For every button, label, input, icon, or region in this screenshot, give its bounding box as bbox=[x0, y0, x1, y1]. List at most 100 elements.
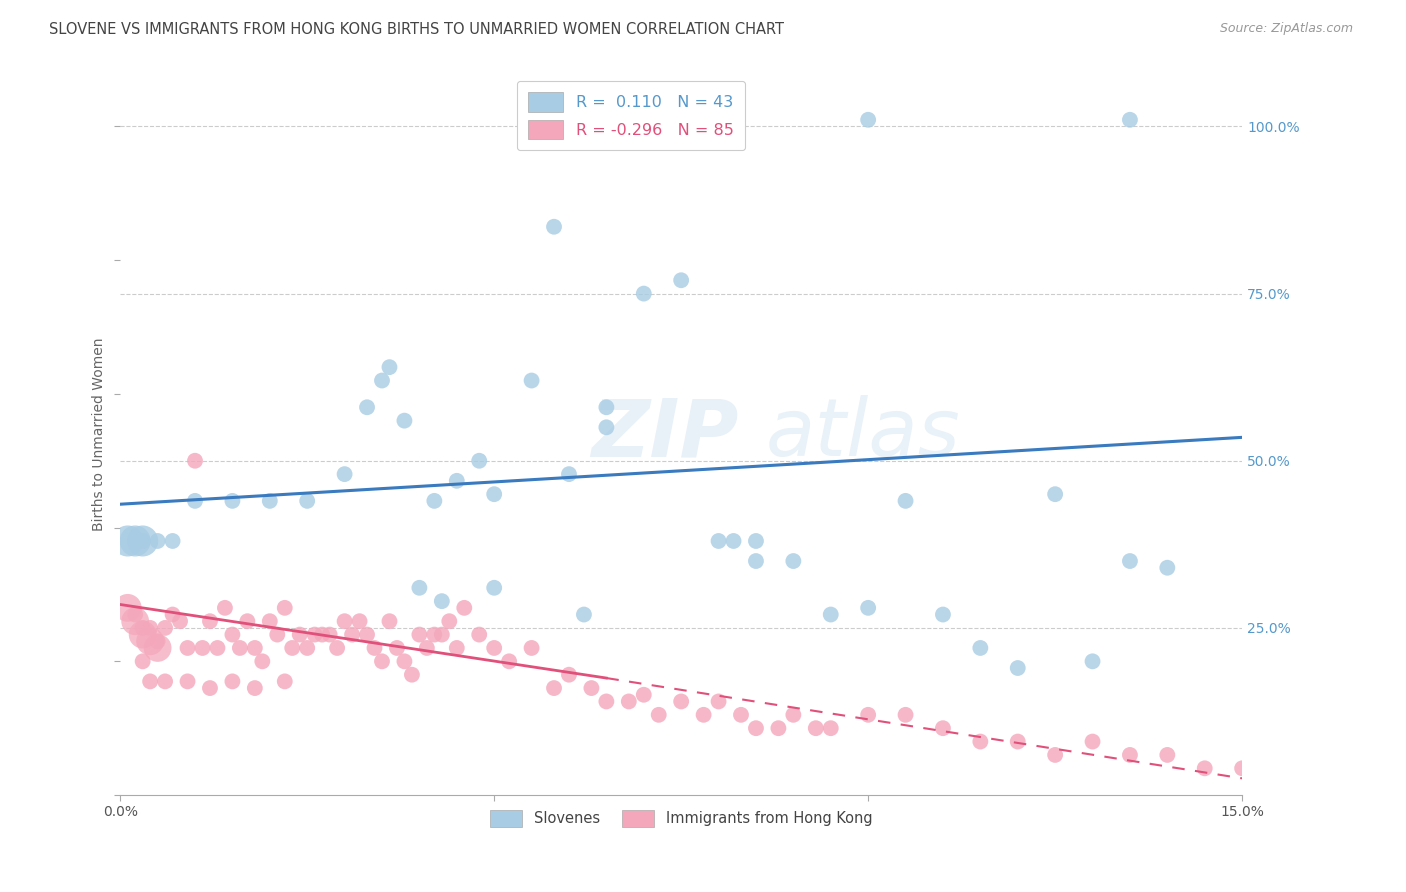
Point bbox=[707, 694, 730, 708]
Point bbox=[1081, 734, 1104, 748]
Point bbox=[446, 474, 468, 488]
Point bbox=[131, 533, 153, 548]
Point bbox=[617, 694, 640, 708]
Point bbox=[768, 721, 790, 735]
Point bbox=[378, 360, 401, 375]
Text: SLOVENE VS IMMIGRANTS FROM HONG KONG BIRTHS TO UNMARRIED WOMEN CORRELATION CHART: SLOVENE VS IMMIGRANTS FROM HONG KONG BIR… bbox=[49, 22, 785, 37]
Point bbox=[146, 634, 169, 648]
Point bbox=[333, 614, 356, 628]
Point bbox=[326, 640, 349, 655]
Point bbox=[266, 627, 288, 641]
Point bbox=[146, 640, 169, 655]
Point bbox=[340, 627, 363, 641]
Point bbox=[131, 533, 153, 548]
Point bbox=[416, 640, 439, 655]
Point bbox=[1007, 734, 1029, 748]
Point bbox=[1119, 747, 1142, 762]
Point bbox=[669, 694, 692, 708]
Point bbox=[221, 627, 243, 641]
Point bbox=[1194, 761, 1216, 775]
Point bbox=[1007, 661, 1029, 675]
Point bbox=[894, 707, 917, 722]
Point bbox=[446, 640, 468, 655]
Point bbox=[932, 721, 955, 735]
Point bbox=[281, 640, 304, 655]
Point bbox=[439, 614, 461, 628]
Point bbox=[1043, 487, 1066, 501]
Text: Source: ZipAtlas.com: Source: ZipAtlas.com bbox=[1219, 22, 1353, 36]
Point bbox=[1156, 560, 1178, 574]
Point bbox=[482, 640, 505, 655]
Point bbox=[363, 640, 385, 655]
Point bbox=[124, 607, 146, 622]
Point bbox=[139, 621, 162, 635]
Point bbox=[333, 467, 356, 482]
Point bbox=[169, 614, 191, 628]
Point bbox=[394, 654, 416, 668]
Point bbox=[139, 674, 162, 689]
Point bbox=[820, 721, 842, 735]
Point bbox=[295, 494, 318, 508]
Point bbox=[617, 112, 640, 127]
Point bbox=[856, 600, 879, 615]
Point bbox=[1081, 654, 1104, 668]
Point bbox=[117, 533, 139, 548]
Point bbox=[378, 614, 401, 628]
Point bbox=[356, 627, 378, 641]
Point bbox=[221, 494, 243, 508]
Point bbox=[617, 120, 640, 134]
Point bbox=[162, 533, 184, 548]
Point bbox=[430, 627, 453, 641]
Point bbox=[782, 554, 804, 568]
Point bbox=[184, 454, 207, 468]
Point bbox=[520, 374, 543, 388]
Point bbox=[311, 627, 333, 641]
Point bbox=[669, 273, 692, 287]
Text: ZIP: ZIP bbox=[592, 395, 738, 473]
Point bbox=[162, 607, 184, 622]
Point bbox=[274, 600, 297, 615]
Point bbox=[131, 621, 153, 635]
Point bbox=[558, 667, 581, 681]
Point bbox=[243, 681, 266, 695]
Point bbox=[820, 607, 842, 622]
Point bbox=[430, 594, 453, 608]
Point bbox=[595, 694, 617, 708]
Point bbox=[633, 286, 655, 301]
Point bbox=[371, 654, 394, 668]
Point bbox=[385, 640, 408, 655]
Point bbox=[401, 667, 423, 681]
Point bbox=[408, 581, 430, 595]
Point bbox=[176, 640, 198, 655]
Point bbox=[423, 627, 446, 641]
Point bbox=[468, 627, 491, 641]
Point bbox=[707, 533, 730, 548]
Point bbox=[124, 614, 146, 628]
Point bbox=[453, 600, 475, 615]
Point bbox=[252, 654, 274, 668]
Point bbox=[259, 494, 281, 508]
Text: atlas: atlas bbox=[765, 395, 960, 473]
Point bbox=[295, 640, 318, 655]
Point bbox=[304, 627, 326, 641]
Point bbox=[692, 707, 714, 722]
Point bbox=[146, 533, 169, 548]
Point bbox=[139, 634, 162, 648]
Point bbox=[648, 707, 671, 722]
Point bbox=[288, 627, 311, 641]
Point bbox=[221, 674, 243, 689]
Point bbox=[191, 640, 214, 655]
Point bbox=[482, 487, 505, 501]
Point bbox=[131, 627, 153, 641]
Point bbox=[745, 533, 768, 548]
Point bbox=[932, 607, 955, 622]
Legend: Slovenes, Immigrants from Hong Kong: Slovenes, Immigrants from Hong Kong bbox=[482, 802, 880, 835]
Point bbox=[117, 600, 139, 615]
Point bbox=[745, 554, 768, 568]
Y-axis label: Births to Unmarried Women: Births to Unmarried Women bbox=[93, 337, 107, 531]
Point bbox=[498, 654, 520, 668]
Point bbox=[371, 374, 394, 388]
Point bbox=[581, 681, 603, 695]
Point bbox=[176, 674, 198, 689]
Point bbox=[745, 721, 768, 735]
